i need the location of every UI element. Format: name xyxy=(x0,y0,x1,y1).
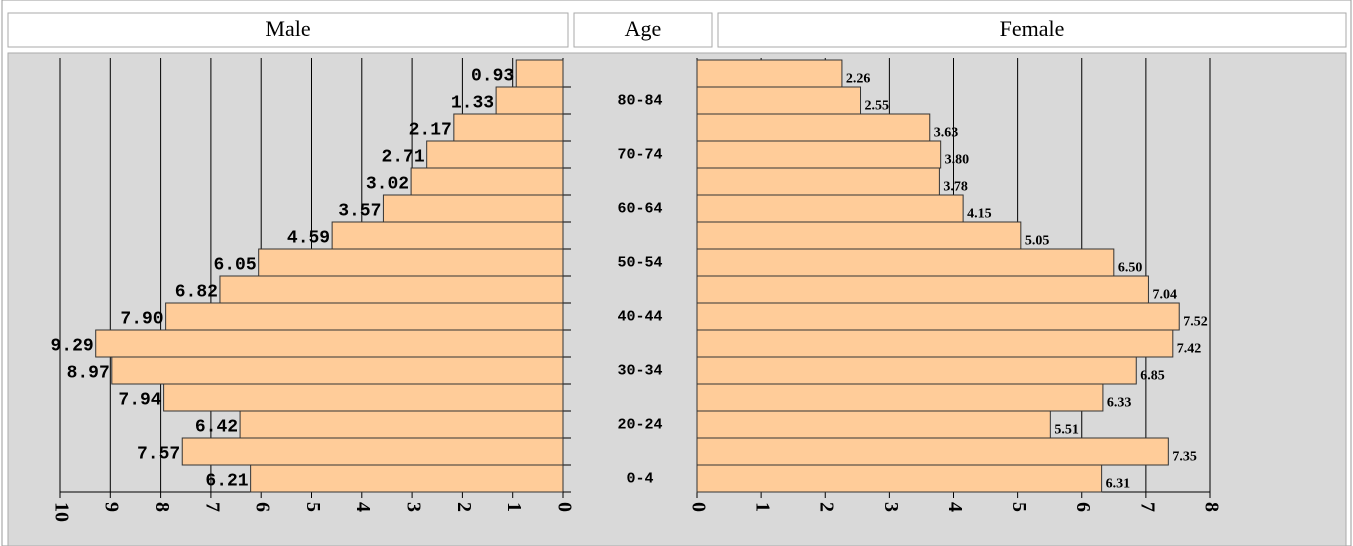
bar xyxy=(696,329,1174,358)
bar xyxy=(696,302,1180,331)
x-tick-label: 0 xyxy=(687,502,709,512)
x-tick-label: 9 xyxy=(101,502,123,512)
x-tick-label: 7 xyxy=(1136,502,1158,512)
x-tick-label: 1 xyxy=(503,502,525,512)
x-tick-label: 5 xyxy=(302,502,324,512)
value-label: 7.35 xyxy=(1172,450,1197,465)
bar xyxy=(515,59,564,88)
bar xyxy=(165,302,564,331)
value-label: 7.90 xyxy=(120,309,163,329)
x-tick-label: 0 xyxy=(553,502,575,512)
bar xyxy=(382,194,564,223)
bar xyxy=(696,248,1115,277)
age-label: 0-4 xyxy=(626,470,653,487)
bar xyxy=(696,113,931,142)
value-label: 4.15 xyxy=(967,207,992,222)
bar xyxy=(495,86,564,115)
x-tick-label: 10 xyxy=(50,502,72,522)
bar xyxy=(331,221,564,250)
bar xyxy=(239,410,564,439)
female-header: Female xyxy=(1000,16,1065,41)
value-label: 6.31 xyxy=(1106,477,1131,492)
bar xyxy=(696,437,1169,466)
bar xyxy=(410,167,564,196)
x-tick-label: 6 xyxy=(1072,502,1094,512)
x-tick-label: 7 xyxy=(201,502,223,512)
bar xyxy=(111,356,564,385)
x-tick-label: 8 xyxy=(151,502,173,512)
age-label: 20-24 xyxy=(617,416,662,433)
value-label: 3.57 xyxy=(338,201,381,221)
value-label: 0.93 xyxy=(471,66,514,86)
bar xyxy=(453,113,564,142)
value-label: 3.02 xyxy=(366,174,409,194)
x-tick-label: 8 xyxy=(1200,502,1222,512)
bar xyxy=(95,329,564,358)
age-label: 80-84 xyxy=(617,92,662,109)
bar xyxy=(696,464,1103,493)
value-label: 6.85 xyxy=(1140,369,1165,384)
value-label: 5.05 xyxy=(1025,234,1050,249)
bar xyxy=(696,221,1022,250)
bar xyxy=(696,356,1137,385)
bar xyxy=(219,275,564,304)
value-label: 8.97 xyxy=(67,363,110,383)
value-label: 7.42 xyxy=(1177,342,1202,357)
x-tick-label: 2 xyxy=(816,502,838,512)
bar xyxy=(696,194,964,223)
value-label: 5.51 xyxy=(1054,423,1079,438)
bar xyxy=(696,410,1051,439)
value-label: 6.33 xyxy=(1107,396,1132,411)
value-label: 3.80 xyxy=(945,153,970,168)
value-label: 6.21 xyxy=(205,471,248,491)
age-label: 30-34 xyxy=(617,362,662,379)
x-tick-label: 6 xyxy=(252,502,274,512)
age-label: 40-44 xyxy=(617,308,662,325)
bar xyxy=(696,86,862,115)
value-label: 6.50 xyxy=(1118,261,1143,276)
value-label: 2.26 xyxy=(846,72,871,87)
value-label: 6.82 xyxy=(175,282,218,302)
value-label: 7.94 xyxy=(118,390,161,410)
age-label: 70-74 xyxy=(617,146,662,163)
bar xyxy=(181,437,564,466)
bar xyxy=(426,140,564,169)
value-label: 1.33 xyxy=(451,93,494,113)
bar xyxy=(250,464,564,493)
value-label: 3.63 xyxy=(934,126,959,141)
bar xyxy=(258,248,564,277)
bar xyxy=(163,383,564,412)
x-tick-label: 1 xyxy=(752,502,774,512)
bar xyxy=(696,59,843,88)
x-tick-label: 3 xyxy=(403,502,425,512)
value-label: 7.57 xyxy=(137,444,180,464)
value-label: 7.52 xyxy=(1183,315,1208,330)
age-label: 50-54 xyxy=(617,254,662,271)
value-label: 2.71 xyxy=(381,147,424,167)
value-label: 4.59 xyxy=(287,228,330,248)
bar xyxy=(696,140,942,169)
x-tick-label: 3 xyxy=(880,502,902,512)
value-label: 2.17 xyxy=(409,120,452,140)
female-header-cell xyxy=(717,12,1347,48)
male-header-cell xyxy=(7,12,569,48)
x-tick-label: 5 xyxy=(1008,502,1030,512)
value-label: 6.42 xyxy=(195,417,238,437)
value-label: 7.04 xyxy=(1152,288,1177,303)
value-label: 9.29 xyxy=(50,336,93,356)
x-tick-label: 4 xyxy=(352,502,374,512)
male-header: Male xyxy=(265,16,310,41)
bar xyxy=(696,383,1104,412)
x-tick-label: 4 xyxy=(944,502,966,512)
value-label: 6.05 xyxy=(213,255,256,275)
value-label: 3.78 xyxy=(943,180,968,195)
x-tick-label: 2 xyxy=(453,502,475,512)
bar xyxy=(696,167,940,196)
value-label: 2.55 xyxy=(865,99,890,114)
bar xyxy=(696,275,1149,304)
age-header-cell xyxy=(573,12,713,48)
age-header: Age xyxy=(625,16,662,41)
age-label: 60-64 xyxy=(617,200,662,217)
